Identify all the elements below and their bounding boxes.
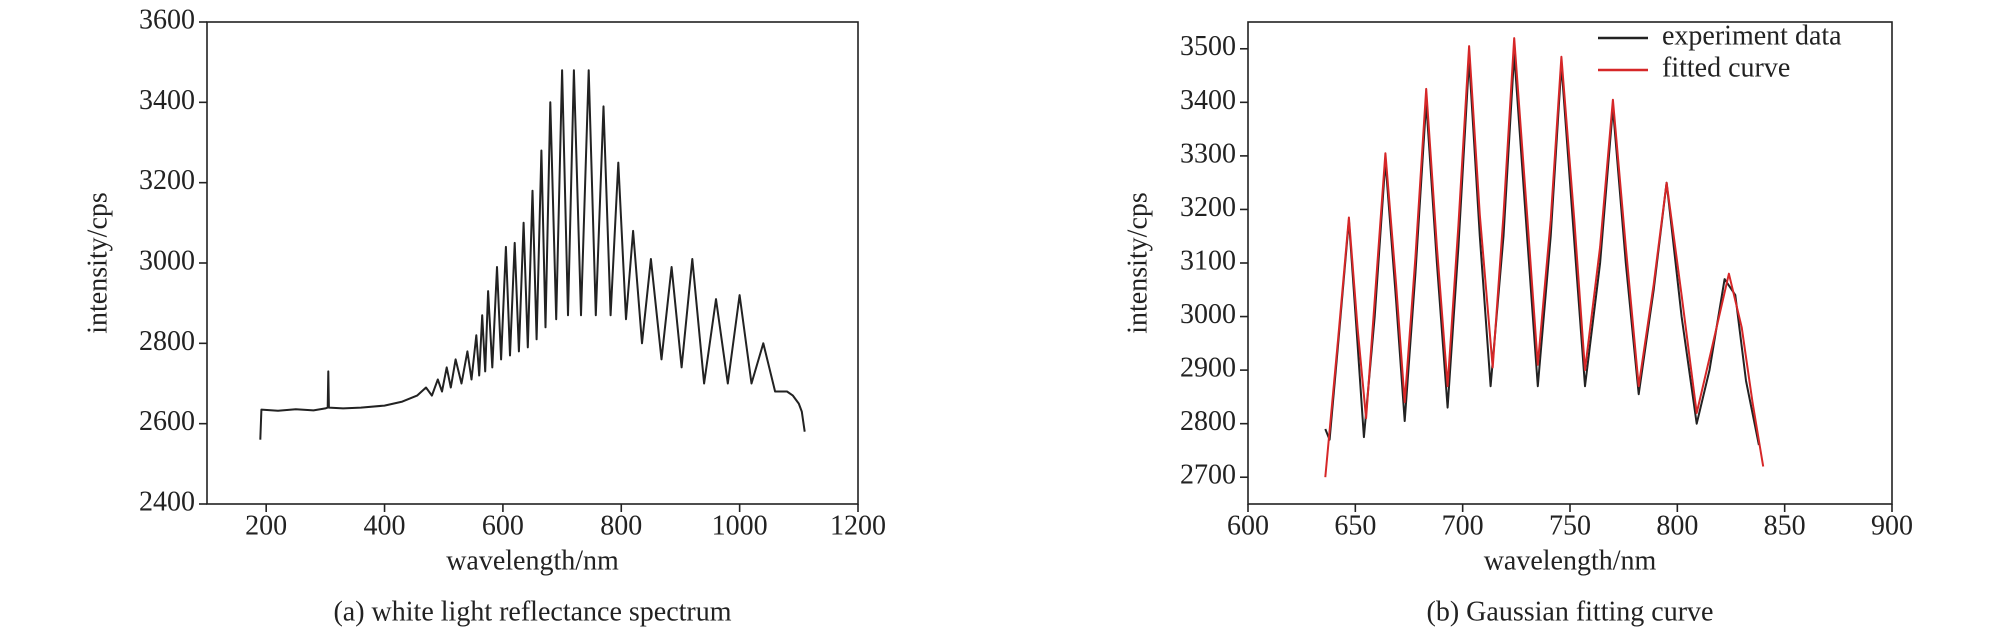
x-tick-label: 800 xyxy=(600,510,642,541)
x-tick-label: 600 xyxy=(482,510,524,541)
y-tick-label: 3200 xyxy=(1180,192,1236,223)
caption: (b) Gaussian fitting curve xyxy=(1427,596,1714,627)
y-tick-label: 2900 xyxy=(1180,353,1236,384)
y-tick-label: 2600 xyxy=(139,406,195,437)
y-tick-label: 3000 xyxy=(1180,299,1236,330)
y-tick-label: 3400 xyxy=(1180,85,1236,116)
x-tick-label: 1200 xyxy=(830,510,886,541)
x-tick-label: 800 xyxy=(1656,510,1698,541)
x-tick-label: 200 xyxy=(245,510,287,541)
y-tick-label: 3200 xyxy=(139,165,195,196)
y-tick-label: 3300 xyxy=(1180,138,1236,169)
x-axis-label: wavelength/nm xyxy=(1484,545,1657,576)
caption: (a) white light reflectance spectrum xyxy=(333,596,731,627)
y-axis-label: intensity/cps xyxy=(82,192,113,334)
x-tick-label: 650 xyxy=(1334,510,1376,541)
y-tick-label: 3500 xyxy=(1180,31,1236,62)
plot-frame xyxy=(206,21,859,505)
x-axis-label: wavelength/nm xyxy=(446,545,619,576)
x-tick-label: 900 xyxy=(1871,510,1913,541)
legend-label: fitted curve xyxy=(1662,52,1790,83)
y-tick-label: 3100 xyxy=(1180,245,1236,276)
x-tick-label: 700 xyxy=(1442,510,1484,541)
y-tick-label: 3600 xyxy=(139,4,195,35)
y-tick-label: 3000 xyxy=(139,245,195,276)
y-tick-label: 3400 xyxy=(139,85,195,116)
x-tick-label: 850 xyxy=(1764,510,1806,541)
y-tick-label: 2700 xyxy=(1180,460,1236,491)
y-axis-label: intensity/cps xyxy=(1122,192,1153,334)
x-tick-label: 600 xyxy=(1227,510,1269,541)
y-tick-label: 2800 xyxy=(1180,406,1236,437)
data-line xyxy=(259,69,806,440)
legend-label: experiment data xyxy=(1662,20,1842,51)
x-tick-label: 400 xyxy=(364,510,406,541)
y-tick-label: 2800 xyxy=(139,326,195,357)
x-tick-label: 1000 xyxy=(712,510,768,541)
x-tick-label: 750 xyxy=(1549,510,1591,541)
data-line xyxy=(1324,37,1765,478)
y-tick-label: 2400 xyxy=(139,486,195,517)
